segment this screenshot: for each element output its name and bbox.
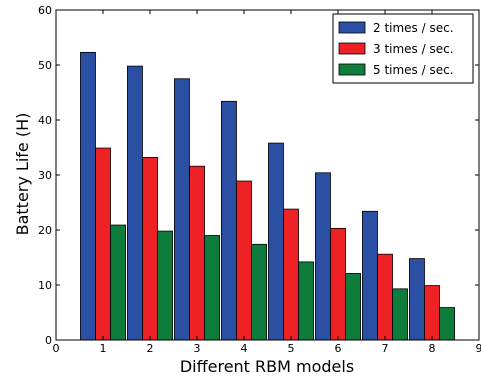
bar-1-7 bbox=[362, 210, 378, 341]
y-tick-label: 30 bbox=[38, 169, 52, 182]
y-tick-label: 50 bbox=[38, 59, 52, 72]
bar-1-4 bbox=[221, 100, 237, 341]
x-axis-title: Different RBM models bbox=[180, 357, 354, 376]
x-tick-label: 6 bbox=[335, 342, 342, 355]
bar-2-6 bbox=[330, 227, 346, 341]
legend: 2 times / sec. 3 times / sec. 5 times / se… bbox=[332, 13, 474, 84]
x-tick-label: 4 bbox=[241, 342, 248, 355]
bar-3-3 bbox=[204, 235, 220, 341]
x-tick-label: 5 bbox=[288, 342, 295, 355]
legend-swatch-2 bbox=[338, 42, 366, 55]
x-tick-label: 7 bbox=[382, 342, 389, 355]
bar-1-3 bbox=[174, 78, 190, 341]
x-tick-label: 2 bbox=[147, 342, 154, 355]
bar-2-5 bbox=[283, 208, 299, 341]
x-tick-label: 9 bbox=[476, 342, 481, 355]
legend-label-3: 5 times / sec. bbox=[373, 63, 454, 77]
legend-label-1: 2 times / sec. bbox=[373, 21, 454, 35]
legend-swatch-1 bbox=[338, 21, 366, 34]
x-tick-label: 0 bbox=[53, 342, 60, 355]
x-tick-label: 8 bbox=[429, 342, 436, 355]
bar-1-5 bbox=[268, 142, 284, 341]
bar-3-6 bbox=[345, 273, 361, 341]
bar-2-4 bbox=[236, 180, 252, 341]
bar-3-4 bbox=[251, 243, 267, 341]
bar-3-1 bbox=[110, 224, 126, 341]
y-tick-label: 60 bbox=[38, 4, 52, 17]
y-tick-label: 0 bbox=[45, 334, 52, 347]
bar-1-8 bbox=[409, 258, 425, 341]
bar-1-1 bbox=[80, 51, 96, 341]
bar-3-8 bbox=[439, 307, 455, 341]
ticks-layer: 0 1 2 3 4 5 6 7 8 9 0 10 20 30 40 50 60 bbox=[38, 4, 481, 355]
legend-swatch-3 bbox=[338, 63, 366, 76]
y-tick-label: 10 bbox=[38, 279, 52, 292]
bar-3-5 bbox=[298, 261, 314, 341]
bar-3-2 bbox=[157, 230, 173, 341]
x-tick-label: 3 bbox=[194, 342, 201, 355]
bar-1-6 bbox=[315, 172, 331, 341]
bars-layer bbox=[80, 51, 455, 341]
y-tick-label: 40 bbox=[38, 114, 52, 127]
bar-2-8 bbox=[424, 285, 440, 341]
bar-2-7 bbox=[377, 253, 393, 341]
bar-2-3 bbox=[189, 165, 205, 341]
bar-1-2 bbox=[127, 65, 143, 341]
bar-2-1 bbox=[95, 147, 111, 341]
legend-label-2: 3 times / sec. bbox=[373, 42, 454, 56]
y-axis-title: Battery Life (H) bbox=[13, 113, 32, 236]
bar-3-7 bbox=[392, 288, 408, 341]
x-tick-label: 1 bbox=[100, 342, 107, 355]
y-tick-label: 20 bbox=[38, 224, 52, 237]
bar-2-2 bbox=[142, 156, 158, 341]
